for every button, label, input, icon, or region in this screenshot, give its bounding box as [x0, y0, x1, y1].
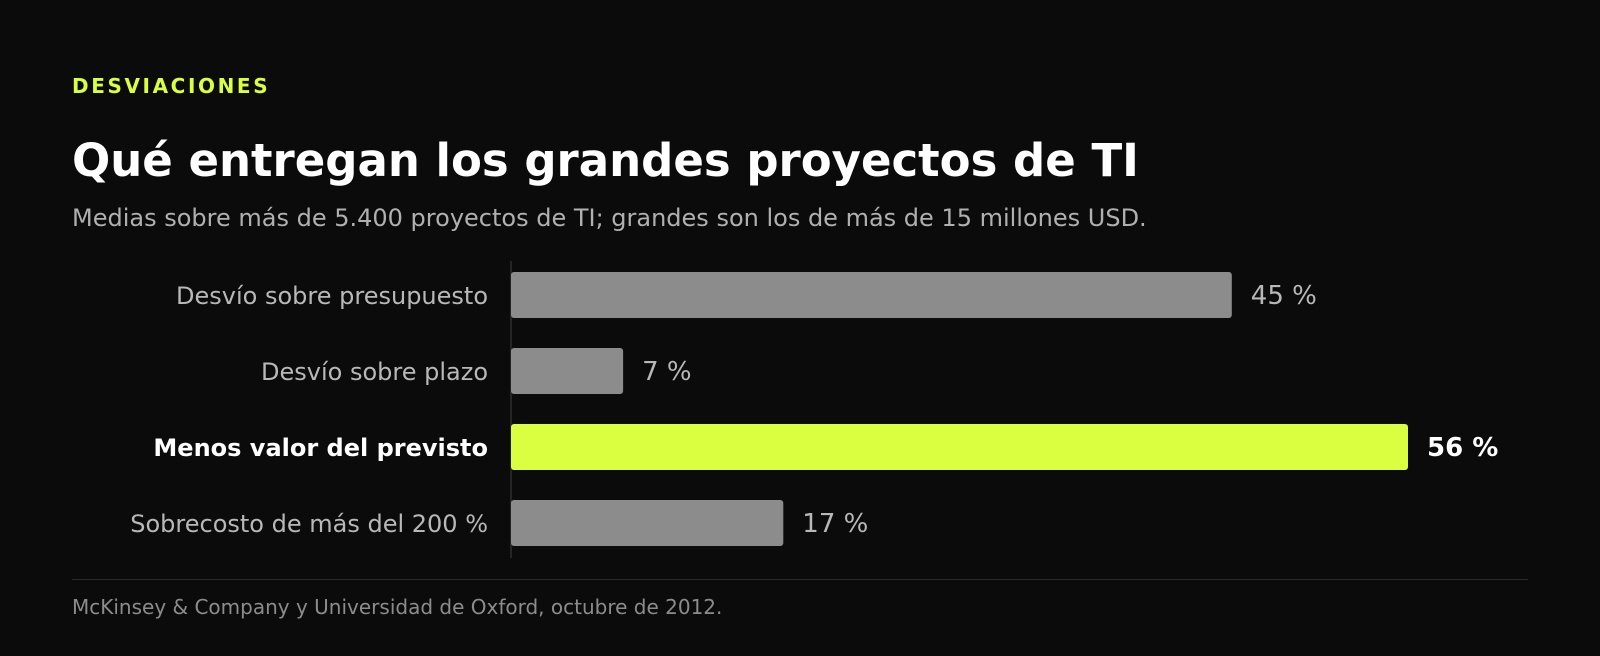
category-label: Menos valor del previsto [153, 434, 488, 462]
category-label: Desvío sobre plazo [261, 358, 488, 386]
bar [511, 500, 784, 546]
value-label: 17 % [802, 509, 868, 539]
source-note: McKinsey & Company y Universidad de Oxfo… [72, 595, 723, 619]
bar [511, 272, 1232, 318]
value-label: 45 % [1251, 281, 1317, 311]
chart-subtitle: Medias sobre más de 5.400 proyectos de T… [72, 204, 1147, 232]
chart-title: Qué entregan los grandes proyectos de TI [72, 134, 1139, 187]
footer-divider [72, 579, 1528, 580]
value-label: 7 % [642, 357, 692, 387]
chart-eyebrow: DESVIACIONES [72, 74, 271, 98]
category-label: Sobrecosto de más del 200 % [130, 510, 488, 538]
category-label: Desvío sobre presupuesto [176, 282, 488, 310]
bar-highlighted [511, 424, 1408, 470]
bar-chart: Desvío sobre presupuesto 45 % Desvío sobre… [130, 261, 1498, 558]
bar [511, 348, 624, 394]
value-label: 56 % [1427, 433, 1498, 463]
